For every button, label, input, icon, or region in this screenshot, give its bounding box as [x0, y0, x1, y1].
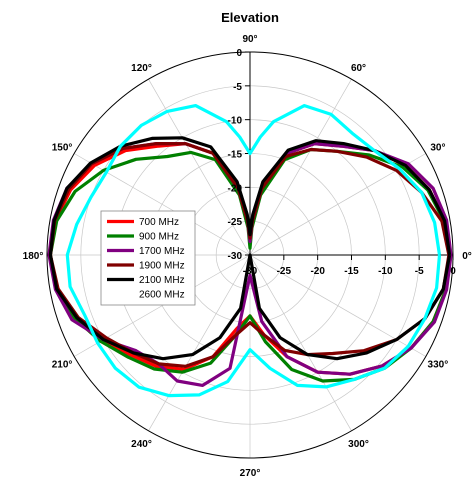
r-tick-label: -20: [310, 266, 325, 277]
r-tick-label: -15: [344, 266, 359, 277]
r-tick-label-vertical: -30: [228, 251, 243, 262]
r-tick-label: -5: [415, 266, 424, 277]
r-tick-label: -30: [243, 266, 258, 277]
angle-tick-label: 240°: [131, 439, 152, 450]
r-tick-label: -10: [378, 266, 393, 277]
angle-tick-label: 330°: [428, 360, 449, 371]
r-tick-label-vertical: -20: [228, 183, 243, 194]
angle-tick-label: 300°: [348, 439, 369, 450]
r-tick-label-vertical: -15: [228, 150, 243, 161]
r-tick-label-vertical: -10: [228, 116, 243, 127]
legend-label: 900 MHz: [139, 232, 179, 243]
r-tick-label-vertical: -25: [228, 217, 243, 228]
angle-tick-label: 30°: [430, 143, 445, 154]
r-tick-label-vertical: -5: [233, 82, 242, 93]
angle-tick-label: 0°: [462, 251, 472, 262]
angle-tick-label: 180°: [23, 251, 44, 262]
r-tick-label-vertical: 0: [236, 48, 242, 59]
legend-label: 2100 MHz: [139, 275, 185, 286]
angle-tick-label: 60°: [351, 63, 366, 74]
angle-tick-label: 120°: [131, 63, 152, 74]
r-tick-label: 0: [450, 266, 456, 277]
angle-tick-label: 210°: [52, 360, 73, 371]
legend-label: 1700 MHz: [139, 246, 185, 257]
grid-spoke: [250, 79, 352, 255]
angle-tick-label: 270°: [240, 468, 261, 479]
r-tick-label: -25: [277, 266, 292, 277]
chart-title: Elevation: [221, 10, 279, 25]
legend-label: 700 MHz: [139, 217, 179, 228]
angle-tick-label: 90°: [242, 34, 257, 45]
angle-tick-label: 150°: [52, 143, 73, 154]
legend: 700 MHz 900 MHz 1700 MHz 1900 MHz 2100 MHz 26…: [101, 211, 195, 305]
legend-label: 1900 MHz: [139, 261, 185, 272]
legend-label: 2600 MHz: [139, 290, 185, 301]
